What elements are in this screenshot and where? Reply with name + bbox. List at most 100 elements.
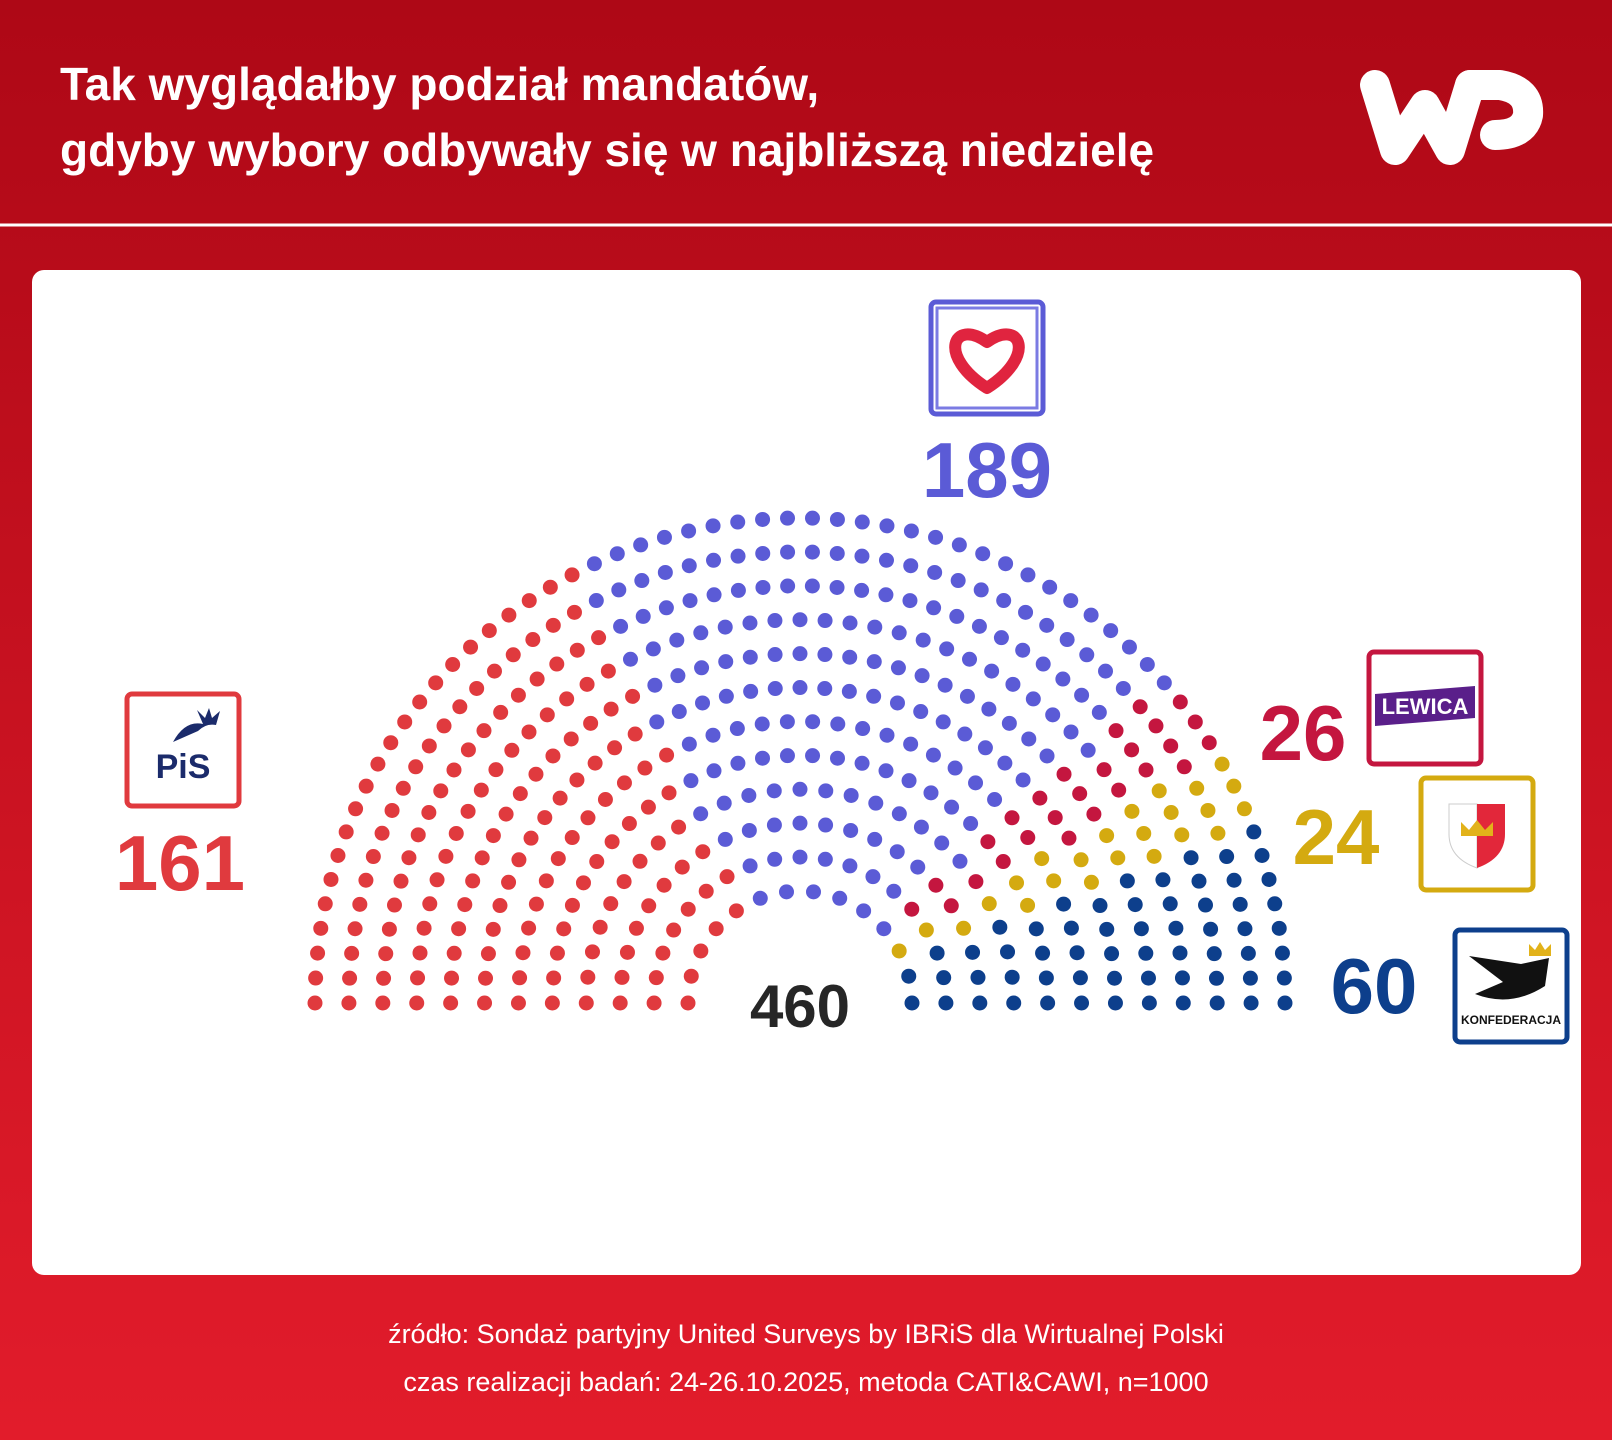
seat	[993, 630, 1009, 646]
seat	[564, 567, 580, 583]
seat	[564, 897, 580, 913]
seat	[779, 748, 795, 764]
seat	[804, 578, 820, 594]
seat	[755, 750, 771, 766]
seat	[806, 884, 822, 900]
seat	[817, 613, 833, 629]
seat	[307, 995, 323, 1011]
seat	[436, 718, 452, 734]
seat	[628, 920, 644, 936]
seat	[680, 995, 696, 1011]
seat	[980, 834, 996, 850]
seat	[1020, 567, 1036, 583]
seat	[977, 740, 993, 756]
seat	[1004, 810, 1020, 826]
seat	[843, 787, 859, 803]
seat	[313, 920, 329, 936]
seat	[778, 884, 794, 900]
seat	[829, 750, 845, 766]
seat	[661, 785, 677, 801]
seat	[537, 810, 553, 826]
seat	[767, 613, 783, 629]
seat	[854, 514, 870, 530]
seat	[579, 676, 595, 692]
seat	[1015, 772, 1031, 788]
seat	[972, 995, 988, 1011]
seat-count: 161	[115, 819, 245, 907]
seat	[741, 787, 757, 803]
seat	[754, 716, 770, 732]
seat	[1141, 995, 1157, 1011]
seat	[480, 946, 496, 962]
parliament-chart: 460 161 PiS 189 26 LEWICA 24 60 KONFEDERACJA	[115, 299, 1570, 1045]
seat	[755, 511, 771, 527]
seat	[1271, 920, 1287, 936]
logo-text: PiS	[156, 748, 211, 786]
seat	[865, 869, 881, 885]
seat	[476, 723, 492, 739]
seat	[1124, 803, 1140, 819]
seat	[1226, 872, 1242, 888]
seat	[1151, 783, 1167, 799]
seat	[927, 564, 943, 580]
seat	[539, 707, 555, 723]
seat	[866, 654, 882, 670]
seat	[580, 969, 596, 985]
seat	[607, 740, 623, 756]
seat	[1047, 810, 1063, 826]
seat	[854, 548, 870, 564]
seat	[438, 848, 454, 864]
seat	[1063, 920, 1079, 936]
party-logo: LEWICA	[1366, 649, 1484, 767]
seat	[901, 968, 917, 984]
seat	[937, 677, 953, 693]
seat	[376, 970, 392, 986]
seat	[1020, 897, 1036, 913]
seat	[578, 995, 594, 1011]
seat	[915, 632, 931, 648]
seat	[913, 819, 929, 835]
seat	[1000, 944, 1016, 960]
seat	[1277, 995, 1293, 1011]
seat	[460, 742, 476, 758]
seat	[666, 922, 682, 938]
seat	[330, 848, 346, 864]
seat	[647, 677, 663, 693]
seat	[856, 903, 872, 919]
seat	[1168, 920, 1184, 936]
seat-count: 60	[1331, 942, 1418, 1030]
seat	[693, 943, 709, 959]
seat	[542, 579, 558, 595]
seat	[1261, 871, 1277, 887]
seat	[549, 656, 565, 672]
seat	[649, 714, 665, 730]
seat	[1156, 675, 1172, 691]
seat	[1148, 718, 1164, 734]
seat	[586, 556, 602, 572]
seat	[695, 695, 711, 711]
seat	[358, 872, 374, 888]
seat	[401, 850, 417, 866]
seat	[1174, 970, 1190, 986]
seat	[448, 825, 464, 841]
seat	[408, 759, 424, 775]
seat	[633, 537, 649, 553]
seat	[501, 874, 517, 890]
seat	[842, 858, 858, 874]
seat	[878, 587, 894, 603]
seat	[488, 762, 504, 778]
seat	[817, 681, 833, 697]
seat	[510, 687, 526, 703]
seat	[485, 921, 501, 937]
logo-eagle	[1469, 956, 1549, 1000]
seat-count: 26	[1260, 689, 1347, 777]
seat	[683, 968, 699, 984]
seat	[452, 699, 468, 715]
seat	[1111, 782, 1127, 798]
seat	[879, 518, 895, 534]
seat	[780, 544, 796, 560]
seat	[575, 875, 591, 891]
seat	[1103, 623, 1119, 639]
seat	[904, 995, 920, 1011]
seat	[952, 853, 968, 869]
